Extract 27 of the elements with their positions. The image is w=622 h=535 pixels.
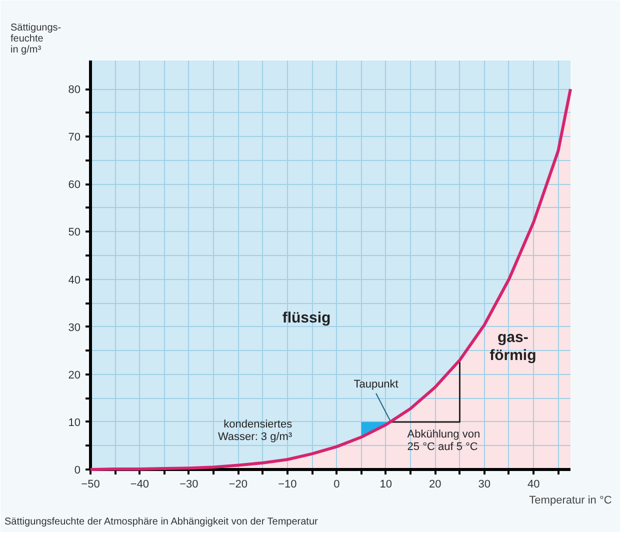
x-tick-label: 40	[527, 478, 540, 490]
y-tick-label: 80	[68, 84, 81, 96]
annotation: kondensiertes Wasser: 3 g/m³	[218, 418, 293, 443]
x-tick-label: −40	[130, 478, 150, 490]
y-tick-label: 60	[68, 179, 81, 192]
x-tick-label: 20	[429, 478, 442, 490]
x-tick-label: 0	[334, 478, 340, 490]
annotation: Abkühlung von 25 °C auf 5 °C	[407, 428, 480, 454]
y-tick-label: 30	[68, 322, 81, 334]
x-tick-label: −10	[278, 478, 297, 490]
x-tick-label: −20	[228, 478, 248, 490]
x-tick-label: −50	[81, 478, 100, 490]
y-tick-label: 0	[74, 464, 81, 476]
y-tick-label: 40	[68, 274, 81, 286]
x-tick-label: 30	[478, 478, 490, 490]
annotation: flüssig	[282, 309, 331, 326]
x-axis-title: Temperatur in °C	[529, 494, 612, 506]
annotation: Taupunkt	[354, 378, 398, 390]
annotation: gas- förmig	[490, 329, 536, 364]
y-tick-label: 20	[68, 369, 81, 382]
y-tick-label: 50	[68, 226, 81, 239]
y-axis-title: Sättigungs- feuchte in g/m³	[10, 22, 62, 56]
x-tick-label: −30	[180, 478, 198, 490]
x-tick-label: 10	[380, 478, 392, 490]
text: Sättigungsfeuchte der Atmosphäre in Abhängigkeit von der Temperatur	[4, 516, 319, 528]
y-tick-label: 10	[68, 416, 81, 429]
y-tick-label: 70	[68, 132, 81, 144]
